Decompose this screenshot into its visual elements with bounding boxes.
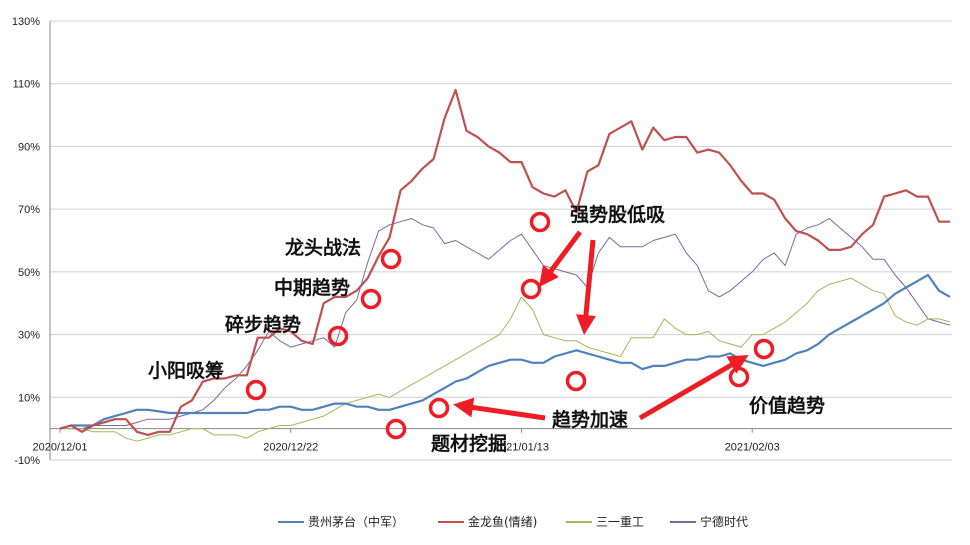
y-tick-label: 50% [18,267,40,279]
series-lines [59,88,951,442]
series-line-jinlongyu [59,88,950,436]
series-line-ningde [60,218,951,430]
annotation-label: 趋势加速 [552,408,628,431]
annotation-label: 龙头战法 [285,236,361,259]
legend: 贵州茅台（中军） 金龙鱼(情绪) 三一重工 宁德时代 [278,514,748,529]
annotation-circle [753,338,775,360]
grid [49,20,952,461]
annotation-circle [728,366,750,388]
annotation-label: 强势股低吸 [570,203,666,226]
legend-label-maotai: 贵州茅台（中军） [308,514,404,529]
x-tick-label: 2021/02/03 [725,442,780,454]
annotation-label: 碎步趋势 [225,313,301,336]
annotation-label: 题材挖掘 [431,432,507,455]
y-tick-label: -10% [14,455,40,467]
legend-label-ningde: 宁德时代 [700,514,748,529]
series-line-maotai [59,273,951,430]
annotation-arrow [539,230,583,288]
y-axis: -10% 10% 30% 50% 70% 90% 110% 130% [12,16,40,467]
annotation-circle [565,370,587,392]
annotation-circle [428,397,450,419]
x-tick-label: 2020/12/01 [32,442,87,454]
annotation-circle [327,325,349,347]
annotation-circles [245,211,775,440]
legend-label-sany: 三一重工 [596,515,644,529]
x-axis: 2020/12/01 2020/12/22 2021/01/13 2021/02/03 [32,428,780,454]
y-tick-label: 30% [18,330,40,342]
annotation-circle [245,379,267,401]
y-tick-label: 90% [18,141,40,153]
x-tick-label: 2020/12/22 [263,442,318,454]
y-tick-label: 130% [12,16,40,28]
annotation-circle [520,278,542,300]
legend-label-jinlongyu: 金龙鱼(情绪) [468,514,537,529]
series-line-sany [60,277,951,442]
annotation-arrows [453,230,749,421]
annotation-circle [360,288,382,310]
y-tick-label: 110% [13,79,41,91]
annotation-circle [385,418,407,440]
annotation-label: 小阳吸筹 [148,359,224,382]
annotation-arrow [453,397,546,421]
annotation-label: 中期趋势 [274,276,350,299]
annotation-label: 价值趋势 [749,394,825,417]
x-tick-label: 2021/01/13 [494,442,549,454]
y-tick-label: 10% [18,392,40,404]
annotation-circle [529,211,551,233]
annotation-circle [380,248,402,270]
annotation-arrow [638,354,749,421]
y-tick-label: 70% [18,204,40,216]
annotation-arrow [575,239,596,335]
